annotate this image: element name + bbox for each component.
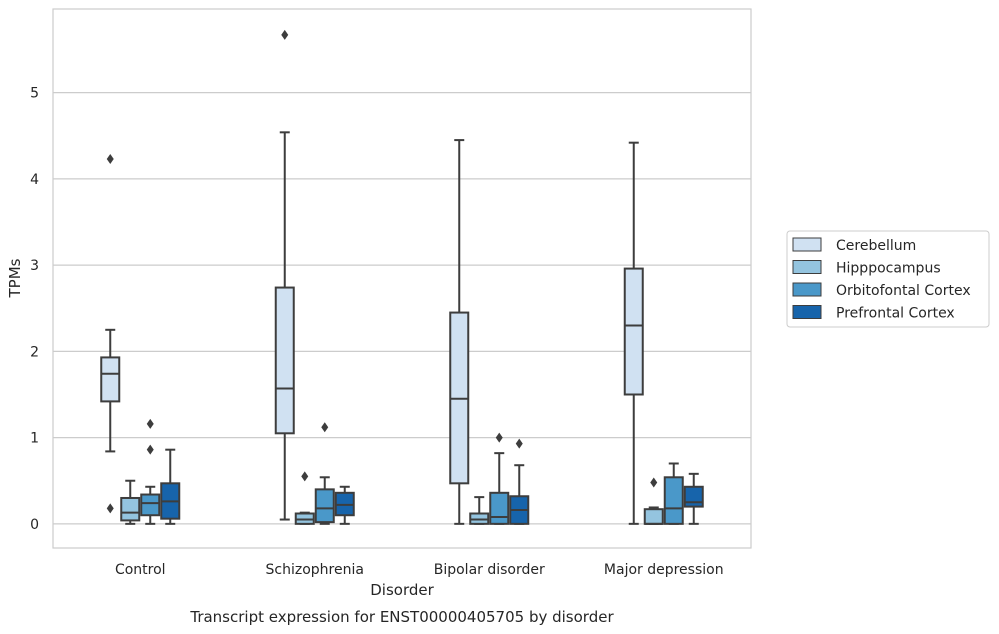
legend-swatch [792, 305, 822, 319]
y-tick-label: 1 [30, 431, 39, 447]
legend-label: Prefrontal Cortex [836, 306, 955, 322]
legend-label: Hipppocampus [836, 261, 941, 277]
outlier-point [650, 477, 658, 488]
legend-item: Hipppocampus [792, 260, 941, 277]
box-groups [100, 29, 704, 525]
box-body [623, 267, 644, 396]
box-prefrontal-cortex [509, 438, 530, 525]
legend-swatch [792, 282, 822, 297]
y-tick-label: 2 [30, 344, 39, 360]
legend-item: Prefrontal Cortex [792, 305, 955, 322]
legend-items: Cerebellum Hipppocampus Orbitofontal Corte… [792, 237, 971, 322]
box-body [643, 508, 664, 525]
outlier-point [106, 154, 114, 165]
legend-swatch [792, 260, 822, 274]
legend-frame [786, 230, 990, 328]
box-cerebellum [100, 154, 121, 514]
x-tick-labels: Control Schizophrenia Bipolar disorder Majo… [115, 562, 724, 578]
plot-frame [52, 8, 752, 549]
box-body [489, 491, 510, 525]
outlier-point [495, 432, 503, 443]
legend-item: Cerebellum [792, 237, 916, 254]
box-prefrontal-cortex [334, 485, 355, 525]
box-body [314, 488, 335, 524]
box-orbitofontal-cortex [663, 462, 684, 525]
box-hipppocampus [294, 471, 315, 525]
box-hipppocampus [643, 477, 664, 525]
box-orbitofontal-cortex [489, 432, 510, 525]
box-body [100, 356, 121, 403]
category-group [274, 29, 355, 525]
outlier-point [146, 444, 154, 455]
outlier-point [146, 418, 154, 429]
legend-label: Orbitofontal Cortex [836, 283, 971, 299]
category-group [449, 139, 530, 525]
box-body [683, 485, 704, 508]
x-tick-label: Control [115, 562, 166, 578]
legend: Cerebellum Hipppocampus Orbitofontal Corte… [786, 230, 990, 328]
outlier-point [515, 438, 523, 449]
gridlines [53, 92, 751, 525]
box-body [120, 496, 141, 522]
legend-swatch [792, 237, 822, 252]
legend-label: Cerebellum [836, 238, 916, 254]
y-tick-label: 0 [30, 517, 39, 533]
legend-item: Orbitofontal Cortex [792, 282, 971, 299]
outlier-point [301, 471, 309, 482]
box-body [663, 476, 684, 525]
box-cerebellum [449, 139, 470, 525]
box-body [140, 493, 161, 517]
category-group [100, 154, 181, 525]
box-body [274, 286, 295, 435]
y-tick-labels: 0 1 2 3 4 5 [30, 86, 39, 533]
x-tick-label: Major depression [604, 562, 724, 578]
box-orbitofontal-cortex [314, 422, 335, 525]
y-axis-label: TPMs [6, 258, 24, 298]
y-tick-label: 5 [30, 86, 39, 102]
box-prefrontal-cortex [683, 472, 704, 525]
x-tick-label: Bipolar disorder [434, 562, 545, 578]
y-tick-label: 3 [30, 258, 39, 274]
box-hipppocampus [120, 479, 141, 525]
box-cerebellum [623, 141, 644, 525]
box-prefrontal-cortex [160, 448, 181, 525]
outlier-point [321, 422, 329, 433]
y-tick-label: 4 [30, 172, 39, 188]
chart-title: Transcript expression for ENST0000040570… [189, 608, 614, 626]
box-hipppocampus [469, 496, 490, 525]
x-tick-label: Schizophrenia [266, 562, 364, 578]
outlier-point [106, 503, 114, 514]
outlier-point [281, 29, 289, 40]
x-axis-label: Disorder [370, 581, 434, 599]
box-orbitofontal-cortex [140, 418, 161, 525]
box-cerebellum [274, 29, 295, 521]
category-group [623, 141, 704, 525]
